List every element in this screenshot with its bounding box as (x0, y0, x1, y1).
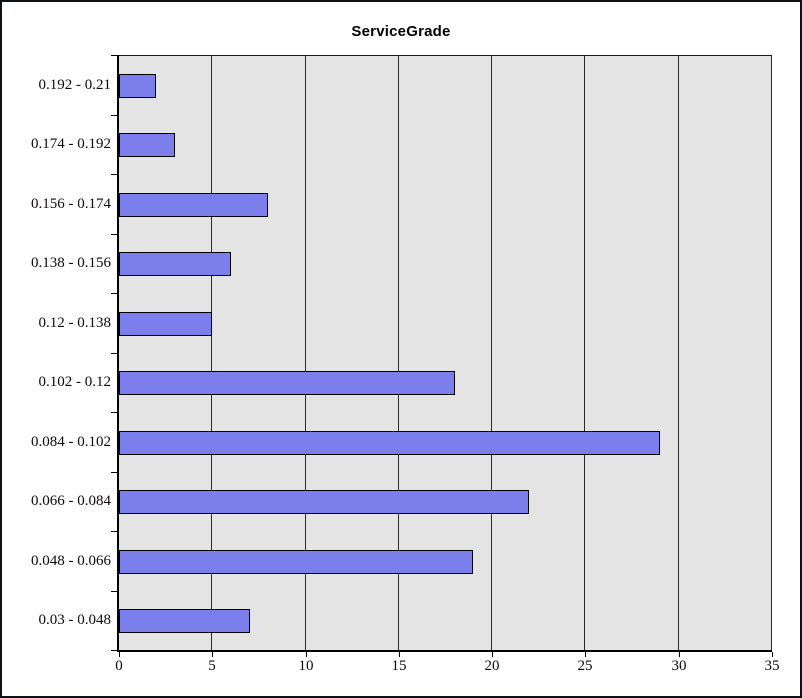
y-category-label: 0.138 - 0.156 (31, 255, 111, 271)
y-axis-line (117, 55, 119, 652)
x-tick-label: 20 (484, 658, 500, 674)
y-tick (111, 650, 117, 651)
x-tick-label: 0 (115, 658, 123, 674)
bar-2 (119, 193, 268, 217)
y-tick (111, 234, 117, 235)
x-tick (585, 652, 586, 657)
y-category-label: 0.048 - 0.066 (31, 553, 111, 569)
bar-3 (119, 252, 231, 276)
y-tick (111, 115, 117, 116)
y-tick (111, 174, 117, 175)
y-tick (111, 472, 117, 473)
x-tick (679, 652, 680, 657)
bar-4 (119, 312, 212, 336)
x-tick-label: 10 (298, 658, 314, 674)
gridline-x-5 (211, 56, 212, 650)
y-category-label: 0.084 - 0.102 (31, 434, 111, 450)
x-tick (212, 652, 213, 657)
x-axis-line (117, 650, 772, 652)
x-tick-label: 5 (208, 658, 216, 674)
bar-1 (119, 133, 175, 157)
y-category-label: 0.12 - 0.138 (38, 315, 112, 331)
bar-7 (119, 490, 529, 514)
chart-title: ServiceGrade (351, 23, 451, 40)
y-category-label: 0.066 - 0.084 (31, 493, 111, 509)
y-tick (111, 353, 117, 354)
x-tick-label: 25 (577, 658, 593, 674)
gridline-x-25 (584, 56, 585, 650)
y-category-label: 0.174 - 0.192 (31, 136, 111, 152)
gridline-x-35 (771, 56, 772, 650)
bar-9 (119, 609, 250, 633)
bar-5 (119, 371, 455, 395)
x-tick (306, 652, 307, 657)
y-category-label: 0.192 - 0.21 (38, 77, 112, 93)
bar-6 (119, 431, 660, 455)
x-tick (492, 652, 493, 657)
y-tick (111, 591, 117, 592)
gridline-x-20 (491, 56, 492, 650)
x-tick (772, 652, 773, 657)
bar-8 (119, 550, 473, 574)
x-tick-label: 30 (671, 658, 687, 674)
y-tick (111, 412, 117, 413)
gridline-x-10 (305, 56, 306, 650)
x-tick (119, 652, 120, 657)
y-category-label: 0.102 - 0.12 (38, 374, 112, 390)
x-tick-label: 35 (764, 658, 780, 674)
gridline-x-15 (398, 56, 399, 650)
y-category-label: 0.03 - 0.048 (38, 612, 112, 628)
y-tick (111, 293, 117, 294)
plot-area (119, 55, 772, 650)
y-tick (111, 55, 117, 56)
y-category-label: 0.156 - 0.174 (31, 196, 111, 212)
y-tick (111, 531, 117, 532)
gridline-x-30 (678, 56, 679, 650)
bar-0 (119, 74, 156, 98)
x-tick (399, 652, 400, 657)
x-tick-label: 15 (391, 658, 407, 674)
